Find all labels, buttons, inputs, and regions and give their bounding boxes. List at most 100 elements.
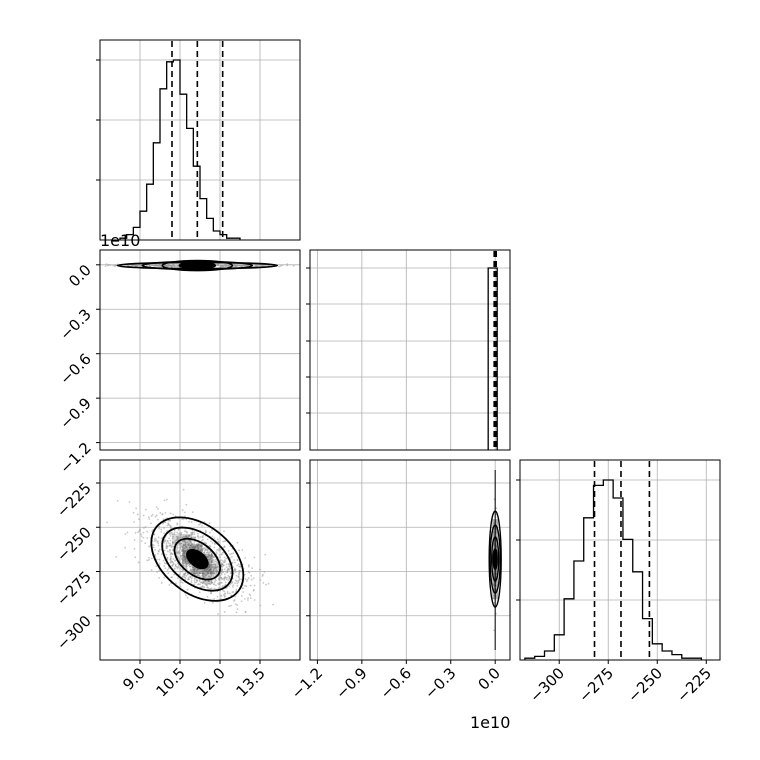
sample-point [184,572,187,575]
sample-point [157,552,159,555]
sample-point [227,575,230,577]
sample-point [176,531,179,534]
sample-point [212,573,215,576]
sample-point [176,547,179,550]
sample-point [205,583,208,586]
panel-frame-hist-0 [99,39,301,241]
sample-point [281,264,284,267]
sample-point [209,568,212,571]
sample-point [237,579,240,582]
sample-point [212,575,215,578]
sample-point [168,533,171,535]
sample-point [154,515,157,518]
sample-point [166,547,168,550]
sample-point [124,546,127,549]
x-tick-label: −0.6 [377,664,415,702]
sample-point [202,581,205,584]
sample-point [160,528,163,531]
sample-point [229,577,231,580]
sample-point [202,552,205,554]
histogram-step [524,479,703,660]
sample-point [174,539,177,542]
panel-frame-scatter-1-0 [99,249,301,451]
sample-point [161,513,163,516]
sample-point [160,537,163,540]
sample-point [247,577,250,579]
sample-point [231,581,233,583]
sample-point [203,602,206,604]
density-cell [212,564,223,575]
contour [186,548,209,570]
sample-point [198,572,201,575]
sample-point [146,530,149,533]
sample-point [211,566,214,569]
sample-point [237,264,240,267]
sample-point [222,589,224,592]
sample-point [241,587,244,590]
sample-point [179,567,182,570]
sample-point [180,542,183,545]
sample-point [223,540,226,543]
sample-point [175,265,178,268]
sample-point [203,569,206,572]
sample-point [244,557,247,559]
sample-point [178,552,181,555]
sample-point [104,265,107,268]
sample-point [191,531,194,534]
sample-point [199,581,202,584]
density-cell [202,564,213,575]
sample-point [201,574,204,577]
sample-point [221,581,223,584]
sample-point [203,586,206,589]
sample-point [184,530,187,533]
sample-point [206,538,209,541]
sample-point [133,521,135,523]
sample-point [165,545,168,548]
y-tick-label: −0.9 [56,394,94,432]
sample-point [191,542,194,545]
sample-point [192,533,194,536]
sample-point [239,565,241,568]
sample-point [163,527,166,529]
sample-point [140,540,143,542]
sample-point [215,551,218,554]
x-tick-label: 0.0 [474,664,504,694]
sample-point [145,264,148,267]
sample-point [286,264,289,267]
sample-point [180,533,183,536]
sample-point [253,599,256,601]
sample-point [218,583,221,586]
y-tick-label: 0.0 [65,261,95,291]
sample-point [228,585,231,588]
sample-point [185,594,187,597]
sample-point [175,582,177,585]
sample-point [184,542,187,545]
sample-point [156,571,159,573]
sample-point [210,561,213,563]
sample-point [168,584,171,586]
sample-point [163,532,165,535]
sample-point [204,531,207,533]
sample-point [193,531,196,534]
sample-point [244,584,246,587]
sample-point [201,536,204,538]
sample-point [203,541,206,544]
sample-point [136,513,139,516]
sample-point [226,571,229,574]
sample-point [222,594,225,596]
panel-frame-hist-2 [519,459,721,661]
sample-point [188,534,191,537]
sample-point [190,565,192,568]
sample-point [106,264,109,267]
sample-point [222,560,224,562]
sample-point [248,565,250,568]
sample-point [208,587,210,590]
sample-point [234,569,236,572]
sample-point [138,530,141,533]
sample-point [160,582,163,584]
panel-frame-scatter-2-1 [309,459,511,661]
sample-point [172,513,175,516]
sample-point [204,553,207,556]
sample-point [126,531,129,534]
sample-point [190,581,193,584]
